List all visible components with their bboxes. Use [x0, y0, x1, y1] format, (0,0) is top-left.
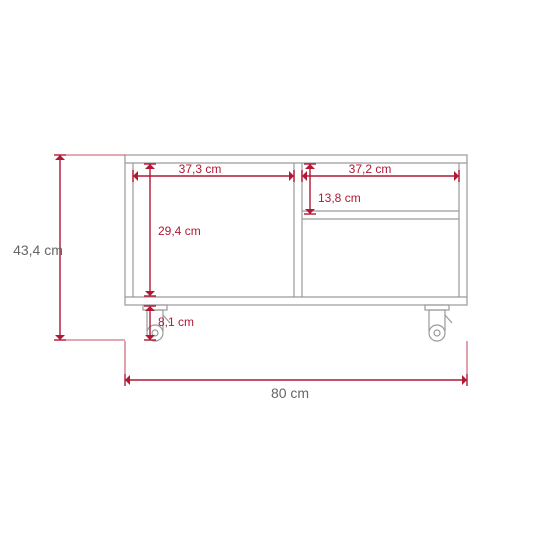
dim-overall-height: 43,4 cm: [13, 155, 125, 340]
dim-right-opening-height-label: 13,8 cm: [318, 191, 361, 205]
dim-top-left-label: 37,3 cm: [179, 162, 222, 176]
dim-caster-height-label: 8,1 cm: [158, 315, 194, 329]
dim-top-right: 37,2 cm: [302, 162, 459, 182]
dim-left-opening-height: 29,4 cm: [144, 164, 201, 296]
dim-top-left: 37,3 cm: [133, 162, 294, 182]
dim-left-opening-height-label: 29,4 cm: [158, 224, 201, 238]
dim-caster-height: 8,1 cm: [144, 306, 194, 340]
dim-overall-height-label: 43,4 cm: [13, 242, 63, 258]
dim-overall-width-label: 80 cm: [271, 385, 309, 401]
dim-top-right-label: 37,2 cm: [349, 162, 392, 176]
dim-overall-width: 80 cm: [125, 341, 467, 401]
caster-icon: [425, 305, 452, 341]
